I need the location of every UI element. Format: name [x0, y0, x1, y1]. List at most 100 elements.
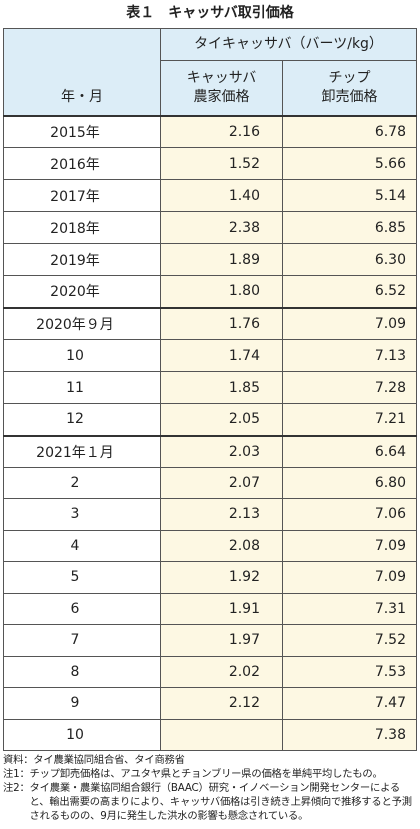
price-cell: 2.07 — [160, 466, 283, 499]
column-header: チップ 卸売価格 — [282, 60, 417, 116]
table-row: 6 1.91 7.31 — [3, 592, 417, 625]
note-label: 注1： — [3, 768, 30, 780]
note: 注1： チップ卸売価格は、アユタヤ県とチョンブリー県の価格を単純平均したもの。 — [3, 767, 418, 781]
price-cell: 5.14 — [282, 179, 417, 212]
table-row: 2019年 1.89 6.30 — [3, 243, 417, 276]
row-label: 2021年１月 — [3, 434, 161, 468]
row-label: 2017年 — [3, 179, 161, 212]
price-cell: 1.89 — [160, 243, 283, 276]
note-text: タイ農業協同組合省、タイ商務省 — [33, 754, 185, 766]
price-cell: 6.64 — [282, 434, 417, 468]
table-row: 11 1.85 7.28 — [3, 371, 417, 404]
header-row: 年・月 タイキャッサバ（バーツ/kg） — [3, 28, 417, 116]
price-cell: 6.85 — [282, 211, 417, 244]
row-label: 11 — [3, 371, 161, 404]
price-cell: 7.38 — [282, 718, 417, 751]
table-row: 2016年 1.52 5.66 — [3, 147, 417, 180]
price-cell: 6.80 — [282, 466, 417, 499]
table-row: 2 2.07 6.80 — [3, 466, 417, 499]
table-row: 9 2.12 7.47 — [3, 687, 417, 720]
notes: 資料： タイ農業協同組合省、タイ商務省 注1： チップ卸売価格は、アユタヤ県とチョンブ… — [3, 753, 418, 823]
header-line: 卸売価格 — [321, 88, 378, 105]
price-cell: 1.91 — [160, 592, 283, 625]
table-row: 4 2.08 7.09 — [3, 529, 417, 562]
row-label: 10 — [3, 339, 161, 372]
price-cell: 6.78 — [282, 114, 417, 148]
header-row: キャッサバ農家価格 チップ卸売価格 — [4, 60, 417, 116]
price-cell: 1.97 — [160, 624, 283, 657]
note: 資料： タイ農業協同組合省、タイ商務省 — [3, 753, 418, 767]
price-cell: 7.47 — [282, 687, 417, 720]
note: 注2： タイ農業・農業協同組合銀行（BAAC）研究・イノベーション開発センターによ… — [3, 781, 418, 823]
header-line: チップ — [328, 69, 371, 86]
note-text: タイ農業・農業協同組合銀行（BAAC）研究・イノベーション開発センターによると、… — [29, 782, 412, 822]
row-label: 2015年 — [3, 114, 161, 148]
row-label: 4 — [3, 529, 161, 562]
price-cell: 2.08 — [160, 529, 283, 562]
price-cell: 2.13 — [160, 498, 283, 531]
table-row: 10 1.74 7.13 — [3, 339, 417, 372]
note-label: 資料： — [3, 754, 34, 766]
price-cell: 5.66 — [282, 147, 417, 180]
row-label: 2020年９月 — [3, 306, 161, 340]
price-cell: 2.02 — [160, 655, 283, 688]
table-row: 10 7.38 — [3, 718, 417, 751]
table-row: 2015年 2.16 6.78 — [3, 114, 417, 148]
table-body: 年・月 タイキャッサバ（バーツ/kg） キャッサバ農家価格 チップ卸売価格 20… — [3, 28, 417, 751]
table-row: 2020年９月 1.76 7.09 — [3, 306, 417, 340]
row-label: 5 — [3, 561, 161, 594]
group-header: タイキャッサバ（バーツ/kg） — [160, 28, 417, 61]
price-cell — [160, 718, 283, 751]
price-cell: 7.53 — [282, 655, 417, 688]
row-label: 9 — [3, 687, 161, 720]
row-label: 10 — [3, 718, 161, 751]
row-label: 2020年 — [3, 275, 161, 308]
price-cell: 1.40 — [160, 179, 283, 212]
price-cell: 2.05 — [160, 403, 283, 436]
row-label-header: 年・月 — [3, 28, 161, 116]
table-row: 8 2.02 7.53 — [3, 655, 417, 688]
header-line: キャッサバ — [186, 69, 257, 86]
price-cell: 7.21 — [282, 403, 417, 436]
price-cell: 7.09 — [282, 561, 417, 594]
price-table: 年・月 タイキャッサバ（バーツ/kg） キャッサバ農家価格 チップ卸売価格 20… — [3, 28, 417, 751]
header-line: 農家価格 — [193, 88, 250, 105]
table-title: 表１ キャッサバ取引価格 — [126, 5, 294, 21]
note-label: 注2： — [3, 782, 30, 794]
price-cell: 7.52 — [282, 624, 417, 657]
table-row: 3 2.13 7.06 — [3, 498, 417, 531]
price-cell: 2.16 — [160, 114, 283, 148]
row-label: 2018年 — [3, 211, 161, 244]
column-header: キャッサバ 農家価格 — [160, 60, 283, 116]
row-label: 6 — [3, 592, 161, 625]
row-label: 7 — [3, 624, 161, 657]
price-cell: 7.13 — [282, 339, 417, 372]
table-row: 7 1.97 7.52 — [3, 624, 417, 657]
table-row: 12 2.05 7.21 — [3, 403, 417, 436]
row-label: 2019年 — [3, 243, 161, 276]
table-row: 2021年１月 2.03 6.64 — [3, 434, 417, 468]
price-cell: 1.52 — [160, 147, 283, 180]
price-cell: 7.28 — [282, 371, 417, 404]
row-label: 2016年 — [3, 147, 161, 180]
note-text: チップ卸売価格は、アユタヤ県とチョンブリー県の価格を単純平均したもの。 — [29, 768, 383, 780]
price-cell: 2.38 — [160, 211, 283, 244]
price-cell: 7.09 — [282, 529, 417, 562]
row-label: 12 — [3, 403, 161, 436]
row-label: 3 — [3, 498, 161, 531]
row-label: 8 — [3, 655, 161, 688]
row-label: 2 — [3, 466, 161, 499]
table-row: 2020年 1.80 6.52 — [3, 275, 417, 308]
price-cell: 7.31 — [282, 592, 417, 625]
table-row: 2018年 2.38 6.85 — [3, 211, 417, 244]
price-cell: 1.85 — [160, 371, 283, 404]
price-cell: 1.80 — [160, 275, 283, 308]
price-cell: 7.09 — [282, 306, 417, 340]
price-cell: 6.52 — [282, 275, 417, 308]
table-row: 5 1.92 7.09 — [3, 561, 417, 594]
price-cell: 6.30 — [282, 243, 417, 276]
price-cell: 1.76 — [160, 306, 283, 340]
price-cell: 2.12 — [160, 687, 283, 720]
table-row: 2017年 1.40 5.14 — [3, 179, 417, 212]
